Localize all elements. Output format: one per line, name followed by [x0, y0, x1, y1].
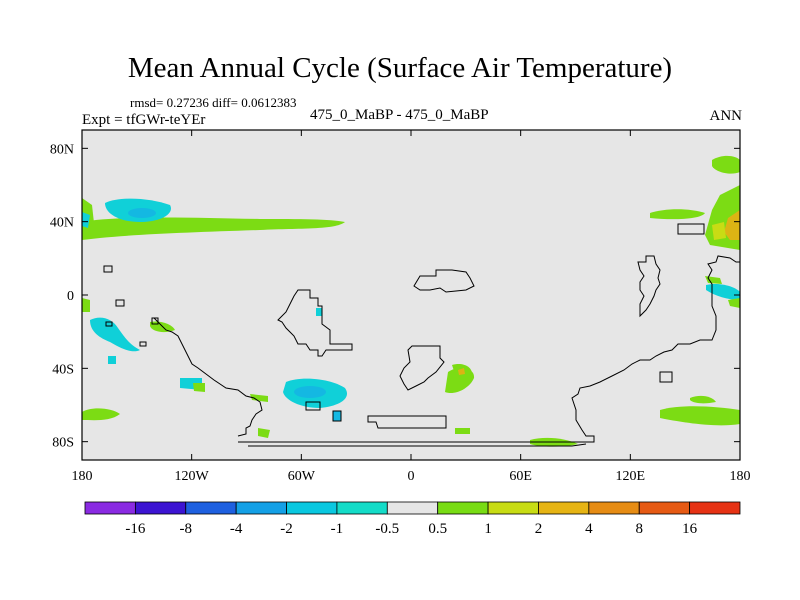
colorbar-label: -16	[125, 521, 145, 537]
colorbar-swatch	[134, 501, 187, 515]
anomaly-layer	[82, 155, 740, 447]
anomaly-west-pacific-warm2	[728, 298, 740, 308]
colorbar-label: -1	[331, 521, 344, 537]
coastline-asia	[637, 255, 661, 318]
anomaly-atlantic-cold-small	[316, 308, 322, 316]
anomaly-south-pacific-warm	[82, 298, 90, 312]
x-tick-label: 60E	[509, 469, 532, 484]
colorbar-label: 16	[682, 521, 698, 537]
coastline-antarctic-shelf	[238, 255, 740, 443]
coastline-africa	[413, 269, 475, 293]
colorbar-label: 4	[585, 521, 593, 537]
colorbar-swatch	[437, 501, 489, 515]
colorbar-label: 1	[484, 521, 492, 537]
colorbar-swatch	[588, 501, 640, 515]
coastline-south-island	[305, 401, 342, 422]
coastline-south-africa	[399, 345, 445, 391]
plot-background	[82, 130, 740, 460]
colorbar-swatch	[386, 501, 439, 515]
season-label: ANN	[709, 108, 743, 124]
anomaly-southern-ocean-warm3	[690, 395, 716, 404]
y-tick-label: 0	[67, 289, 74, 304]
colorbar-swatch	[336, 501, 388, 515]
cases-label: 475_0_MaBP - 475_0_MaBP	[310, 107, 489, 123]
y-tick-label: 80N	[50, 142, 74, 157]
experiment-label: Expt = tfGWr-teYEr	[82, 112, 206, 128]
x-tick-label: 180	[72, 469, 93, 484]
anomaly-east-asia-strong	[724, 210, 740, 240]
chart-title: Mean Annual Cycle (Surface Air Temperatu…	[127, 52, 673, 84]
colorbar-swatch	[689, 501, 741, 515]
coastline-weddell	[367, 415, 447, 429]
x-tick-label: 120W	[175, 469, 210, 484]
anomaly-south-indian-warm	[445, 367, 475, 394]
colorbar-label: -8	[180, 521, 193, 537]
coastline-japan	[677, 223, 705, 235]
colorbar-label: -0.5	[375, 521, 399, 537]
coastline-south-america	[277, 289, 353, 357]
colorbar-swatch	[638, 501, 691, 515]
colorbar-label: 8	[635, 521, 643, 537]
anomaly-south-pacific-cold	[90, 317, 140, 352]
colorbar-swatch	[286, 501, 338, 515]
coastline-falklands	[659, 371, 673, 383]
anomaly-indian-yellow	[458, 368, 465, 375]
x-tick-label: 120E	[616, 469, 646, 484]
colorbar-label: -4	[230, 521, 243, 537]
anomaly-south-atlantic-core	[294, 386, 326, 398]
anomaly-nw-pacific-warm	[650, 209, 705, 220]
y-tick-label: 40N	[50, 216, 74, 231]
anomaly-north-pacific-band	[82, 217, 345, 240]
anomaly-sandwich-cold	[333, 411, 341, 421]
x-axis: 180 120W 60W 0 60E 120E 180	[72, 130, 751, 484]
anomaly-west-edge-cold	[82, 212, 90, 228]
anomaly-pacific-cold-small	[108, 356, 116, 364]
colorbar-label: 2	[535, 521, 543, 537]
colorbar: -16 -8 -4 -2 -1 -0.5 0.5 1 2 4 8 16	[84, 501, 741, 537]
y-tick-label: 80S	[52, 436, 74, 451]
anomaly-arctic-east-warm	[712, 155, 740, 174]
y-axis: 80N 40N 0 40S 80S	[50, 142, 740, 451]
x-tick-label: 0	[408, 469, 415, 484]
anomaly-antarctic-warm	[258, 428, 270, 438]
colorbar-swatch	[235, 501, 287, 515]
colorbar-swatch	[84, 501, 136, 515]
y-tick-label: 40S	[52, 362, 74, 377]
anomaly-southern-ocean-warm1	[82, 408, 120, 421]
anomaly-antarctic-warm2	[250, 394, 268, 402]
x-tick-label: 180	[730, 469, 751, 484]
colorbar-swatch	[185, 501, 237, 515]
stats-text: rmsd= 0.27236 diff= 0.0612383	[130, 95, 297, 110]
x-tick-label: 60W	[288, 469, 316, 484]
colorbar-swatch	[487, 501, 539, 515]
coastlines	[103, 223, 740, 447]
coastline-antarctica	[153, 317, 263, 437]
anomaly-se-pacific-warm	[193, 383, 205, 392]
colorbar-swatch	[538, 501, 590, 515]
anomaly-east-asia-yellow	[712, 222, 726, 240]
coastline-antarctic-inner	[248, 443, 587, 447]
anomaly-north-pacific-cold-core	[128, 208, 156, 218]
anomaly-west-pacific-warm	[705, 276, 722, 284]
anomaly-antarctic-warm3	[455, 428, 470, 434]
colorbar-label: -2	[280, 521, 293, 537]
coastline-pacific-islands	[103, 265, 159, 347]
colorbar-label: 0.5	[428, 521, 447, 537]
anomaly-southern-ocean-warm2	[660, 406, 740, 426]
anomaly-west-pacific-cold	[706, 283, 740, 300]
